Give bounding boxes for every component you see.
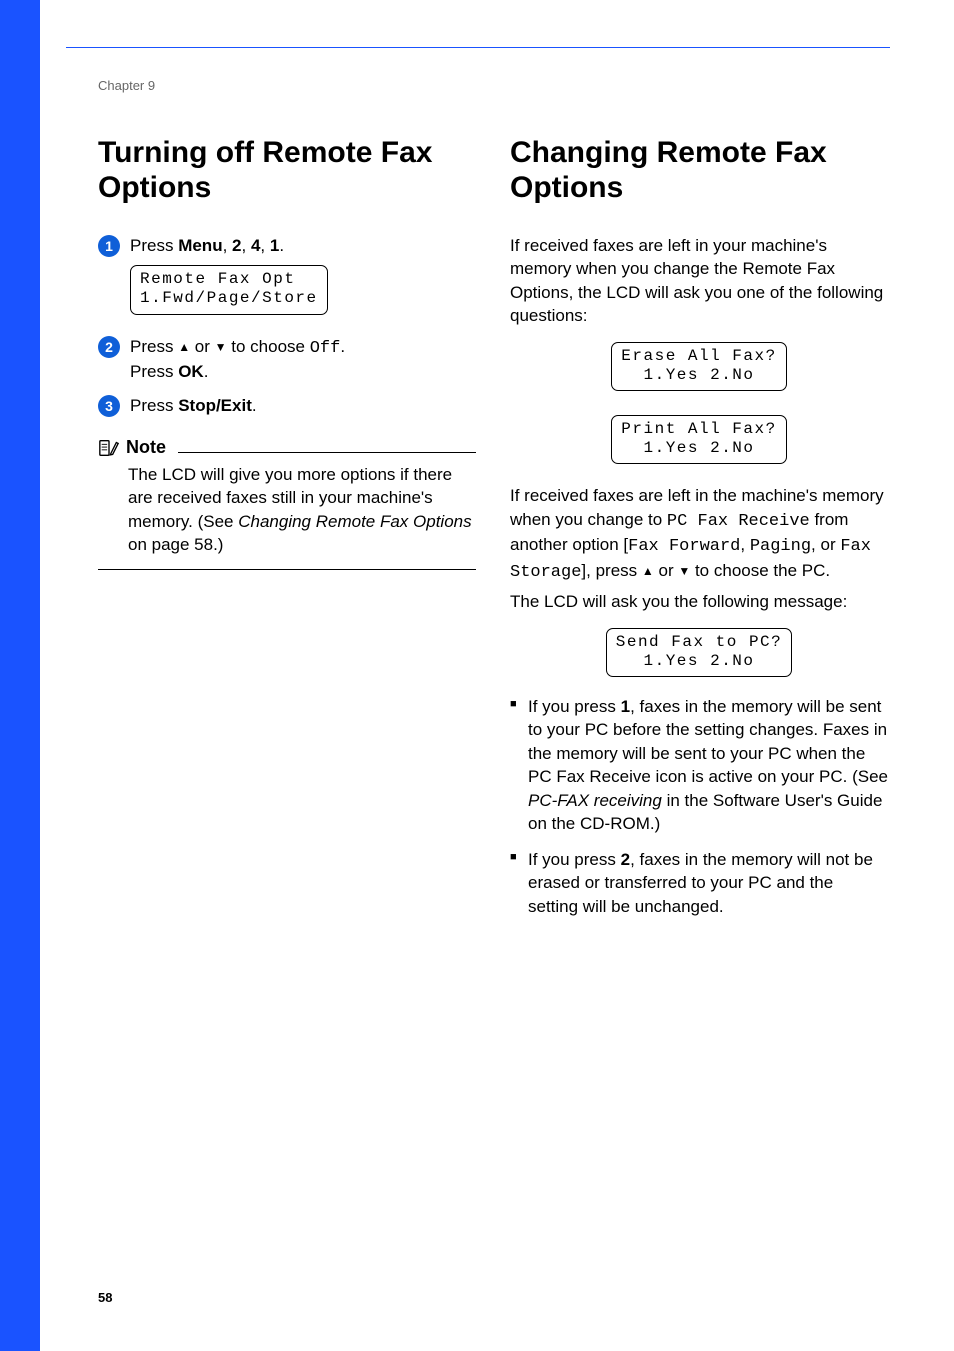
text: Press	[130, 236, 178, 255]
step-number-badge: 1	[98, 235, 120, 257]
lcd-wrap: Print All Fax? 1.Yes 2.No	[510, 407, 888, 474]
text: Press	[130, 362, 178, 381]
note-header: Note	[98, 437, 476, 459]
cross-ref: Changing Remote Fax Options	[238, 512, 471, 531]
list-item: If you press 2, faxes in the memory will…	[510, 848, 888, 918]
up-arrow-icon: ▲	[642, 563, 654, 580]
note-body: The LCD will give you more options if th…	[98, 459, 476, 569]
step-number-badge: 3	[98, 395, 120, 417]
option-pc-fax-receive: PC Fax Receive	[667, 512, 810, 531]
lcd-wrap: Erase All Fax? 1.Yes 2.No	[510, 334, 888, 401]
text: or	[190, 337, 215, 356]
note-rule	[98, 569, 476, 570]
top-horizontal-rule	[66, 47, 890, 48]
content-area: Turning off Remote Fax Options 1 Press M…	[98, 135, 888, 930]
key-1: 1	[621, 697, 630, 716]
step-2: 2 Press ▲ or ▼ to choose Off. Press OK.	[98, 335, 476, 384]
key-1: 1	[270, 236, 279, 255]
text: .	[279, 236, 284, 255]
right-column: Changing Remote Fax Options If received …	[510, 135, 888, 930]
text: .	[204, 362, 209, 381]
note-pencil-icon	[98, 437, 120, 459]
up-arrow-icon: ▲	[178, 339, 190, 356]
lcd-wrap: Send Fax to PC? 1.Yes 2.No	[510, 620, 888, 687]
text: ], press	[581, 561, 641, 580]
text: to choose	[227, 337, 310, 356]
text: ,	[242, 236, 251, 255]
note-block: Note The LCD will give you more options …	[98, 437, 476, 570]
text: to choose the PC.	[690, 561, 830, 580]
text: on page 58.)	[128, 535, 223, 554]
text: .	[340, 337, 345, 356]
down-arrow-icon: ▼	[215, 339, 227, 356]
bullet-list: If you press 1, faxes in the memory will…	[510, 695, 888, 918]
step-body: Press ▲ or ▼ to choose Off. Press OK.	[130, 335, 476, 384]
list-item: If you press 1, faxes in the memory will…	[510, 695, 888, 836]
key-4: 4	[251, 236, 260, 255]
step-body: Press Menu, 2, 4, 1. Remote Fax Opt 1.Fw…	[130, 234, 476, 325]
lcd-display: Send Fax to PC? 1.Yes 2.No	[606, 628, 793, 677]
text: ,	[740, 535, 749, 554]
stop-exit-key: Stop/Exit	[178, 396, 252, 415]
text: If you press	[528, 850, 621, 869]
lcd-display: Erase All Fax? 1.Yes 2.No	[611, 342, 786, 391]
paragraph: If received faxes are left in your machi…	[510, 234, 888, 328]
chapter-label: Chapter 9	[98, 78, 155, 93]
left-column: Turning off Remote Fax Options 1 Press M…	[98, 135, 476, 930]
paragraph: If received faxes are left in the machin…	[510, 484, 888, 584]
right-heading: Changing Remote Fax Options	[510, 135, 888, 206]
menu-key: Menu	[178, 236, 222, 255]
text: Press	[130, 396, 178, 415]
page-number: 58	[98, 1290, 112, 1305]
option-paging: Paging	[750, 537, 811, 556]
left-blue-sidebar	[0, 0, 40, 1351]
step-3: 3 Press Stop/Exit.	[98, 394, 476, 417]
text: ,	[260, 236, 269, 255]
text: If you press	[528, 697, 621, 716]
step-1: 1 Press Menu, 2, 4, 1. Remote Fax Opt 1.…	[98, 234, 476, 325]
lcd-display: Remote Fax Opt 1.Fwd/Page/Store	[130, 265, 328, 314]
text: Press	[130, 337, 178, 356]
note-rule	[178, 452, 476, 453]
cross-ref: PC-FAX receiving	[528, 791, 662, 810]
note-title: Note	[126, 437, 166, 458]
step-number-badge: 2	[98, 336, 120, 358]
text: ,	[223, 236, 232, 255]
key-2: 2	[621, 850, 630, 869]
lcd-display: Print All Fax? 1.Yes 2.No	[611, 415, 786, 464]
text: .	[252, 396, 257, 415]
off-option: Off	[310, 339, 341, 358]
step-body: Press Stop/Exit.	[130, 394, 476, 417]
left-heading: Turning off Remote Fax Options	[98, 135, 476, 206]
key-2: 2	[232, 236, 241, 255]
option-fax-forward: Fax Forward	[628, 537, 740, 556]
ok-key: OK	[178, 362, 204, 381]
text: or	[654, 561, 679, 580]
down-arrow-icon: ▼	[678, 563, 690, 580]
paragraph: The LCD will ask you the following messa…	[510, 590, 888, 613]
text: , or	[811, 535, 840, 554]
